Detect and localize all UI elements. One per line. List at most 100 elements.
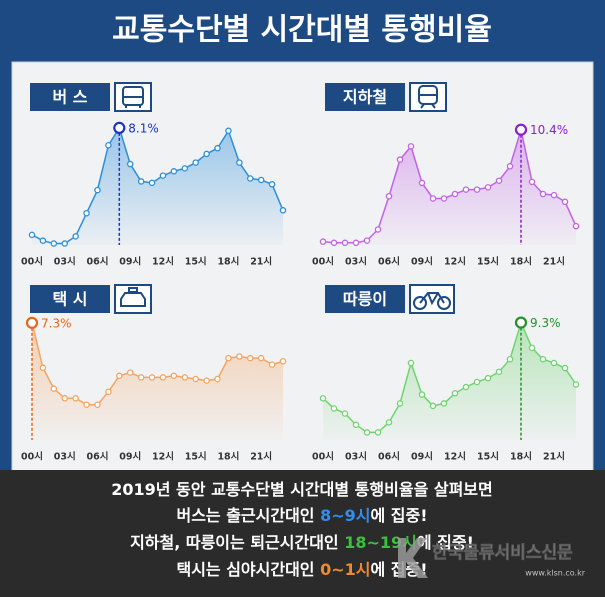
point xyxy=(385,419,393,426)
x-tick-label: 18시 xyxy=(510,452,532,463)
point xyxy=(561,198,569,206)
point xyxy=(203,377,210,384)
footer-segment: 2019년 동안 교통수단별 시간대별 통행비율을 살펴보면 xyxy=(111,480,493,499)
point xyxy=(451,390,459,397)
point xyxy=(159,374,167,381)
point xyxy=(214,144,221,152)
x-tick-label: 15시 xyxy=(185,257,207,268)
point xyxy=(440,400,448,407)
point xyxy=(506,355,514,363)
point xyxy=(279,207,287,214)
point xyxy=(225,127,232,135)
point xyxy=(418,179,426,187)
point xyxy=(257,176,265,184)
point xyxy=(330,239,338,247)
value-label: 8.1% xyxy=(128,121,159,135)
chart-title: 택 시 xyxy=(52,290,87,309)
area-fill xyxy=(32,127,283,245)
point xyxy=(126,160,134,168)
point xyxy=(330,405,338,412)
point xyxy=(268,181,276,188)
page-title: 교통수단별 시간대별 통행비율 xyxy=(112,13,492,48)
point xyxy=(72,395,79,402)
x-tick-label: 09시 xyxy=(411,452,433,463)
footer-segment: 8~9시 xyxy=(320,506,370,525)
footer-segment: 에 집중! xyxy=(417,533,474,552)
chart-title: 따릉이 xyxy=(343,290,387,309)
point xyxy=(236,159,243,166)
point xyxy=(506,163,514,170)
point xyxy=(214,375,221,383)
point xyxy=(225,354,232,362)
x-tick-label: 12시 xyxy=(444,257,466,268)
x-tick-label: 21시 xyxy=(543,257,565,268)
x-tick-label: 18시 xyxy=(217,452,239,463)
point xyxy=(451,190,459,198)
point xyxy=(39,364,47,372)
x-tick-label: 03시 xyxy=(54,257,76,268)
point xyxy=(374,429,382,436)
x-tick-label: 09시 xyxy=(411,257,433,268)
subway-icon xyxy=(409,82,447,112)
point xyxy=(528,178,536,186)
point xyxy=(539,190,547,198)
point xyxy=(407,143,415,150)
point xyxy=(484,184,492,191)
point xyxy=(279,358,287,365)
point xyxy=(116,372,123,380)
point xyxy=(319,238,327,245)
chart-label-box xyxy=(325,83,405,111)
point xyxy=(429,402,437,410)
watermark: 한국물류서비스신문 www.klsn.co.kr xyxy=(398,538,586,578)
point xyxy=(83,401,90,408)
point xyxy=(539,355,547,363)
point xyxy=(363,429,371,436)
x-tick-label: 06시 xyxy=(86,257,108,268)
x-tick-label: 03시 xyxy=(345,257,367,268)
chart-title: 버 스 xyxy=(52,88,87,107)
point xyxy=(247,354,254,362)
point xyxy=(429,195,437,202)
chart-label-box xyxy=(325,285,405,313)
x-tick-label: 12시 xyxy=(152,257,174,268)
x-tick-label: 18시 xyxy=(217,257,239,268)
point xyxy=(126,369,134,376)
x-tick-label: 21시 xyxy=(250,257,272,268)
point xyxy=(148,179,156,187)
x-tick-label: 15시 xyxy=(185,452,207,463)
area-fill xyxy=(32,322,283,440)
point xyxy=(137,374,145,381)
footer-segment: 에 집중! xyxy=(371,506,428,525)
x-tick-label: 09시 xyxy=(119,257,141,268)
point xyxy=(61,240,68,247)
x-tick-label: 00시 xyxy=(21,257,43,268)
point xyxy=(268,361,276,368)
chart-label-box xyxy=(30,285,110,313)
x-tick-label: 06시 xyxy=(378,452,400,463)
footer-segment: 택시는 심야시간대인 xyxy=(176,560,320,579)
x-tick-label: 00시 xyxy=(21,452,43,463)
point xyxy=(473,378,481,386)
value-label: 7.3% xyxy=(41,316,72,330)
point xyxy=(105,388,112,396)
point xyxy=(352,421,360,429)
footer-segment: 0~1시 xyxy=(320,560,370,579)
point xyxy=(407,359,415,367)
point xyxy=(528,344,536,352)
point xyxy=(170,168,178,175)
point xyxy=(484,374,492,382)
point xyxy=(352,239,360,247)
point xyxy=(137,178,145,185)
watermark-url: www.klsn.co.kr xyxy=(525,569,585,578)
point xyxy=(181,165,189,172)
point xyxy=(236,353,243,360)
point xyxy=(550,191,558,199)
footer-line: 택시는 심야시간대인 0~1시에 집중! xyxy=(176,560,427,579)
x-tick-label: 15시 xyxy=(477,257,499,268)
point xyxy=(440,195,448,202)
point xyxy=(374,226,382,233)
point xyxy=(159,172,167,179)
footer-segment: 지하철, 따릉이는 퇴근시간대인 xyxy=(130,533,344,552)
